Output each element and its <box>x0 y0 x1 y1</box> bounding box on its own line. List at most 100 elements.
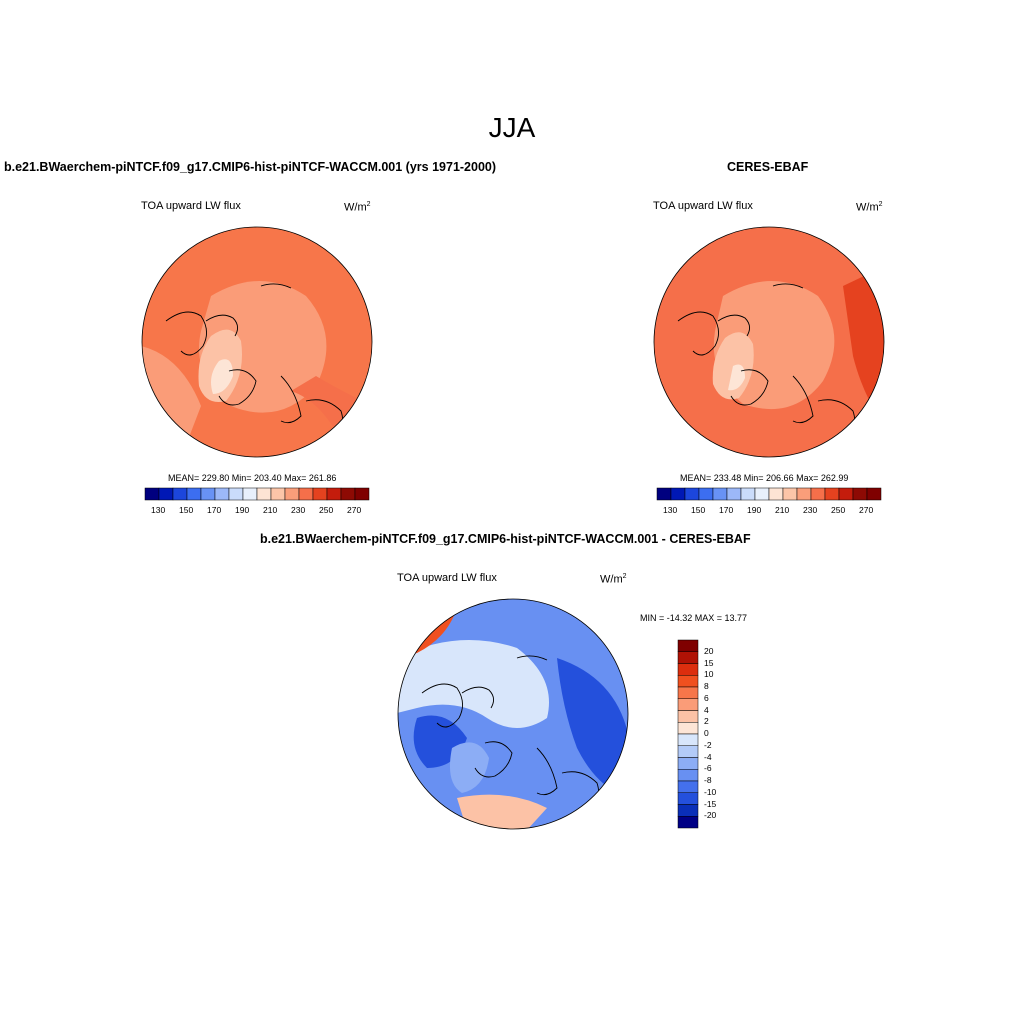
obs-colorbar-box <box>866 487 882 501</box>
model-colorbar-tick: 170 <box>207 505 222 515</box>
obs-colorbar-tick: 150 <box>691 505 706 515</box>
figure-title: JJA <box>488 112 536 143</box>
model-units-label: W/m2 <box>344 201 371 214</box>
diff-colorbar-box <box>677 769 699 782</box>
model-panel-title: b.e21.BWaerchem-piNTCF.f09_g17.CMIP6-his… <box>4 160 497 174</box>
diff-colorbar-box <box>677 698 699 711</box>
diff-colorbar-box <box>677 733 699 746</box>
model-colorbar-box <box>312 487 328 501</box>
obs-polar-map <box>653 226 885 458</box>
model-colorbar-box <box>270 487 286 501</box>
diff-pink-region <box>457 794 547 829</box>
obs-colorbar-box <box>698 487 714 501</box>
diff-colorbar-box <box>677 722 699 735</box>
diff-colorbar-tick: 6 <box>704 692 709 703</box>
model-colorbar-tick: 250 <box>319 505 334 515</box>
obs-variable-label: TOA upward LW flux <box>653 200 753 212</box>
diff-polar-map <box>397 598 629 830</box>
model-colorbar <box>144 487 370 501</box>
diff-coastlines <box>421 655 600 809</box>
diff-dark-region <box>557 658 628 798</box>
obs-colorbar-box <box>656 487 672 501</box>
diff-colorbar-box <box>677 780 699 793</box>
diff-colorbar-tick: 10 <box>704 669 714 680</box>
model-variable-label: TOA upward LW flux <box>141 200 241 212</box>
diff-panel-title: b.e21.BWaerchem-piNTCF.f09_g17.CMIP6-his… <box>260 532 751 546</box>
model-colorbar-tick: 190 <box>235 505 250 515</box>
diff-colorbar-box <box>677 757 699 770</box>
obs-colorbar-tick: 190 <box>747 505 762 515</box>
diff-colorbar-tick: 15 <box>704 657 714 668</box>
diff-colorbar-tick: 0 <box>704 728 709 738</box>
obs-units-label: W/m2 <box>856 201 883 214</box>
obs-colorbar-box <box>782 487 798 501</box>
obs-colorbar <box>656 487 882 501</box>
obs-colorbar-tick: 130 <box>663 505 678 515</box>
model-colorbar-box <box>326 487 342 501</box>
obs-colorbar-box <box>824 487 840 501</box>
diff-light-region <box>398 640 549 728</box>
obs-colorbar-tick: 170 <box>719 505 734 515</box>
model-greenland-core <box>211 359 233 394</box>
model-colorbar-box <box>256 487 272 501</box>
diff-colorbar-ticks: 20 15 10 8 6 4 2 0 -2 -4 -6 -8 -10 -15 -20 <box>704 640 734 828</box>
model-colorbar-tick: 150 <box>179 505 194 515</box>
obs-colorbar-box <box>684 487 700 501</box>
diff-colorbar-box <box>677 710 699 723</box>
obs-colorbar-box <box>838 487 854 501</box>
obs-coastlines <box>677 283 856 437</box>
obs-greenland-region <box>712 332 754 400</box>
obs-colorbar-tick: 230 <box>803 505 818 515</box>
model-colorbar-box <box>298 487 314 501</box>
model-colorbar-tick: 270 <box>347 505 362 515</box>
diff-greenland-region <box>449 742 489 793</box>
diff-stats: MIN = -14.32 MAX = 13.77 <box>640 613 748 623</box>
obs-colorbar-box <box>768 487 784 501</box>
model-colorbar-box <box>144 487 160 501</box>
obs-colorbar-box <box>670 487 686 501</box>
obs-eastern-region <box>843 266 884 426</box>
diff-colorbar-tick: -2 <box>704 739 712 750</box>
diff-colorbar-tick: -8 <box>704 775 712 785</box>
obs-colorbar-box <box>796 487 812 501</box>
diff-colorbar-box <box>677 686 699 699</box>
diff-colorbar-box <box>677 651 699 664</box>
model-colorbar-box <box>354 487 370 501</box>
diff-colorbar-tick: 20 <box>704 645 714 656</box>
diff-colorbar-tick: 4 <box>704 704 709 715</box>
obs-colorbar-box <box>740 487 756 501</box>
obs-panel-title: CERES-EBAF <box>727 160 809 174</box>
model-colorbar-box <box>172 487 188 501</box>
obs-colorbar-box <box>726 487 742 501</box>
obs-colorbar-tick: 270 <box>859 505 874 515</box>
diff-colorbar-tick: -6 <box>704 763 712 774</box>
diff-units-label: W/m2 <box>600 573 627 586</box>
diff-colorbar-tick: -15 <box>704 798 717 809</box>
diff-colorbar-box <box>677 745 699 758</box>
obs-colorbar-box <box>810 487 826 501</box>
obs-colorbar-tick: 210 <box>775 505 790 515</box>
diff-colorbar-tick: -20 <box>704 810 717 821</box>
diff-colorbar-tick: 8 <box>704 681 709 691</box>
diff-colorbar-box <box>677 804 699 817</box>
diff-colorbar-box <box>677 675 699 688</box>
obs-greenland-core <box>728 364 745 391</box>
diff-colorbar-box <box>677 663 699 676</box>
diff-colorbar-tick: -10 <box>704 786 717 797</box>
obs-stats: MEAN= 233.48 Min= 206.66 Max= 262.99 <box>680 473 849 483</box>
diff-colorbar-box <box>677 816 699 829</box>
diff-variable-label: TOA upward LW flux <box>397 572 497 584</box>
diff-colorbar <box>677 639 699 829</box>
diff-colorbar-box <box>677 639 699 652</box>
obs-colorbar-tick: 250 <box>831 505 846 515</box>
diff-colorbar-tick: -4 <box>704 751 712 762</box>
model-coastlines <box>165 283 344 437</box>
model-colorbar-box <box>340 487 356 501</box>
model-colorbar-box <box>214 487 230 501</box>
model-colorbar-box <box>284 487 300 501</box>
model-colorbar-box <box>158 487 174 501</box>
model-colorbar-box <box>242 487 258 501</box>
model-colorbar-tick: 230 <box>291 505 306 515</box>
model-colorbar-tick: 210 <box>263 505 278 515</box>
model-colorbar-tick: 130 <box>151 505 166 515</box>
